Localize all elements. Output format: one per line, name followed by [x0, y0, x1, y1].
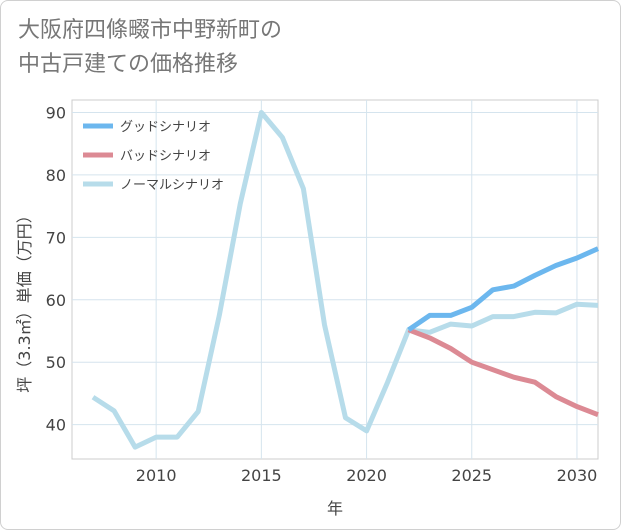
x-axis-label: 年: [327, 499, 343, 518]
series-line-0: [407, 246, 600, 332]
x-tick-label: 2010: [136, 466, 177, 485]
y-tick-label: 50: [46, 353, 66, 372]
legend-label-0: グッドシナリオ: [120, 120, 211, 135]
y-tick-label: 90: [46, 103, 66, 122]
x-tick-label: 2025: [451, 466, 492, 485]
y-tick-label: 70: [46, 228, 66, 247]
legend-label-2: ノーマルシナリオ: [120, 178, 224, 193]
y-tick-label: 60: [46, 291, 66, 310]
y-tick-label: 40: [46, 416, 66, 435]
y-axis-label: 坪（3.3㎡）単価（万円）: [15, 207, 34, 392]
series-line-2: [91, 110, 599, 450]
series-layer: [91, 110, 600, 450]
plot-area: [71, 99, 599, 460]
chart-title: 大阪府四條畷市中野新町の 中古戸建ての価格推移: [18, 14, 282, 82]
legend-label-1: バッドシナリオ: [120, 149, 211, 164]
x-tick-label: 2015: [241, 466, 282, 485]
tick-labels: 2010 2015 2020 2025 2030 40 50 60 70 80 90: [46, 103, 598, 485]
x-tick-label: 2030: [557, 466, 598, 485]
y-tick-label: 80: [46, 166, 66, 185]
x-tick-label: 2020: [346, 466, 387, 485]
chart-title-line1: 大阪府四條畷市中野新町の: [18, 18, 283, 43]
series-line-1: [407, 327, 599, 418]
grid-lines: [72, 100, 598, 459]
chart-title-line2: 中古戸建ての価格推移: [18, 52, 239, 77]
